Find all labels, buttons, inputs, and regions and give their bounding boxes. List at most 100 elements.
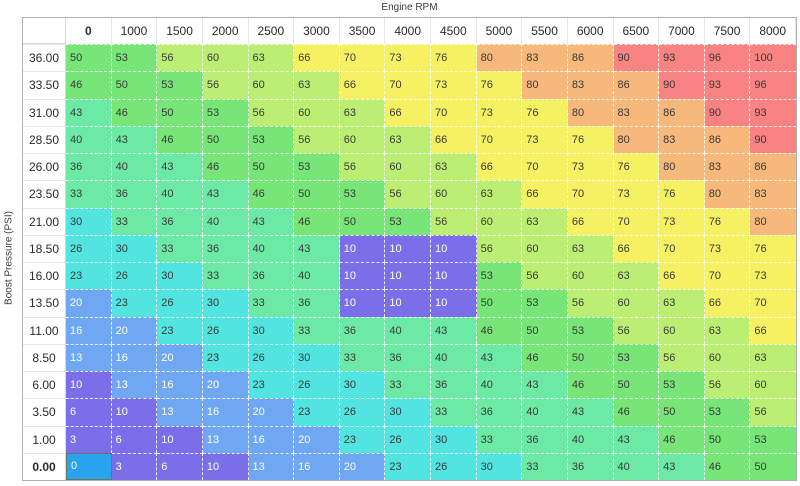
table-cell[interactable]: 60 (385, 153, 431, 181)
table-cell[interactable]: 70 (476, 125, 523, 153)
table-cell[interactable]: 100 (750, 44, 796, 72)
table-cell[interactable]: 63 (431, 153, 477, 181)
table-cell[interactable]: 16 (157, 371, 203, 399)
table-cell[interactable]: 60 (659, 316, 705, 344)
table-cell[interactable]: 73 (385, 44, 431, 72)
table-cell[interactable]: 86 (567, 44, 614, 72)
table-cell[interactable]: 56 (385, 180, 431, 208)
table-cell[interactable]: 56 (613, 316, 660, 344)
table-cell[interactable]: 10 (339, 289, 386, 317)
table-cell[interactable]: 10 (385, 234, 431, 262)
table-cell[interactable]: 96 (704, 44, 751, 72)
table-cell[interactable]: 56 (339, 153, 386, 181)
table-cell[interactable]: 70 (339, 44, 386, 72)
table-cell[interactable]: 40 (522, 398, 568, 426)
table-cell[interactable]: 73 (567, 153, 614, 181)
table-cell[interactable]: 36 (294, 289, 340, 317)
table-cell[interactable]: 23 (66, 262, 112, 290)
table-cell[interactable]: 43 (476, 343, 523, 371)
table-cell[interactable]: 46 (294, 207, 340, 235)
table-cell[interactable]: 43 (202, 180, 249, 208)
table-cell[interactable]: 36 (567, 452, 614, 480)
table-cell[interactable]: 53 (567, 316, 614, 344)
table-cell[interactable]: 53 (750, 425, 796, 453)
table-cell[interactable]: 76 (704, 207, 751, 235)
table-cell[interactable]: 20 (111, 316, 158, 344)
table-cell[interactable]: 40 (567, 425, 614, 453)
table-cell[interactable]: 26 (111, 262, 158, 290)
table-cell[interactable]: 76 (567, 125, 614, 153)
table-cell[interactable]: 46 (567, 371, 614, 399)
table-cell[interactable]: 10 (339, 234, 386, 262)
table-cell[interactable]: 10 (202, 452, 249, 480)
table-cell[interactable]: 40 (157, 180, 203, 208)
table-cell[interactable]: 93 (750, 98, 796, 126)
table-cell[interactable]: 90 (750, 125, 796, 153)
table-cell[interactable]: 56 (431, 207, 477, 235)
table-cell[interactable]: 63 (704, 316, 751, 344)
table-cell[interactable]: 53 (157, 71, 203, 99)
table-cell[interactable]: 40 (248, 234, 295, 262)
table-cell[interactable]: 40 (294, 262, 340, 290)
table-cell[interactable]: 33 (522, 452, 568, 480)
table-cell[interactable]: 56 (704, 371, 751, 399)
table-cell[interactable]: 56 (522, 262, 568, 290)
table-cell[interactable]: 70 (431, 98, 477, 126)
table-cell[interactable]: 66 (567, 207, 614, 235)
table-cell[interactable]: 46 (66, 71, 112, 99)
table-cell[interactable]: 30 (476, 452, 523, 480)
table-cell[interactable]: 63 (659, 289, 705, 317)
table-cell[interactable]: 46 (522, 343, 568, 371)
table-cell[interactable]: 43 (294, 234, 340, 262)
table-cell[interactable]: 60 (750, 371, 796, 399)
table-cell[interactable]: 80 (613, 125, 660, 153)
table-cell[interactable]: 30 (339, 371, 386, 399)
table-cell[interactable]: 60 (704, 343, 751, 371)
table-cell[interactable]: 63 (567, 234, 614, 262)
table-cell[interactable]: 70 (385, 71, 431, 99)
table-cell[interactable]: 33 (66, 180, 112, 208)
table-cell[interactable]: 53 (339, 180, 386, 208)
table-cell[interactable]: 56 (202, 71, 249, 99)
table-cell[interactable]: 30 (385, 398, 431, 426)
table-cell[interactable]: 36 (111, 180, 158, 208)
table-cell[interactable]: 6 (157, 452, 203, 480)
table-cell[interactable]: 36 (202, 234, 249, 262)
table-cell[interactable]: 63 (385, 125, 431, 153)
table-cell[interactable]: 43 (111, 125, 158, 153)
table-cell[interactable]: 10 (66, 371, 112, 399)
table-cell[interactable]: 53 (522, 289, 568, 317)
table-cell[interactable]: 36 (385, 343, 431, 371)
table-cell[interactable]: 60 (294, 98, 340, 126)
table-cell[interactable]: 10 (385, 289, 431, 317)
table-cell[interactable]: 56 (476, 234, 523, 262)
table-cell[interactable]: 80 (476, 44, 523, 72)
table-cell[interactable]: 40 (431, 343, 477, 371)
table-cell[interactable]: 46 (157, 125, 203, 153)
table-cell[interactable]: 80 (567, 98, 614, 126)
table-cell[interactable]: 60 (522, 234, 568, 262)
table-cell[interactable]: 63 (248, 44, 295, 72)
table-cell[interactable]: 63 (522, 207, 568, 235)
table-cell[interactable]: 33 (339, 343, 386, 371)
table-cell[interactable]: 40 (111, 153, 158, 181)
table-cell[interactable]: 50 (294, 180, 340, 208)
table-cell[interactable]: 23 (339, 425, 386, 453)
table-cell[interactable]: 10 (157, 425, 203, 453)
table-cell[interactable]: 30 (248, 316, 295, 344)
table-cell[interactable]: 70 (522, 153, 568, 181)
table-cell[interactable]: 26 (248, 343, 295, 371)
table-cell[interactable]: 26 (294, 371, 340, 399)
table-cell[interactable]: 83 (613, 98, 660, 126)
table-cell[interactable]: 56 (750, 398, 796, 426)
table-cell[interactable]: 26 (202, 316, 249, 344)
table-cell[interactable]: 43 (248, 207, 295, 235)
table-cell[interactable]: 73 (613, 180, 660, 208)
table-cell[interactable]: 33 (294, 316, 340, 344)
table-cell[interactable]: 40 (476, 371, 523, 399)
table-cell[interactable]: 50 (567, 343, 614, 371)
table-cell[interactable]: 43 (157, 153, 203, 181)
table-cell[interactable]: 76 (431, 44, 477, 72)
table-cell[interactable]: 36 (157, 207, 203, 235)
table-cell[interactable]: 53 (659, 371, 705, 399)
